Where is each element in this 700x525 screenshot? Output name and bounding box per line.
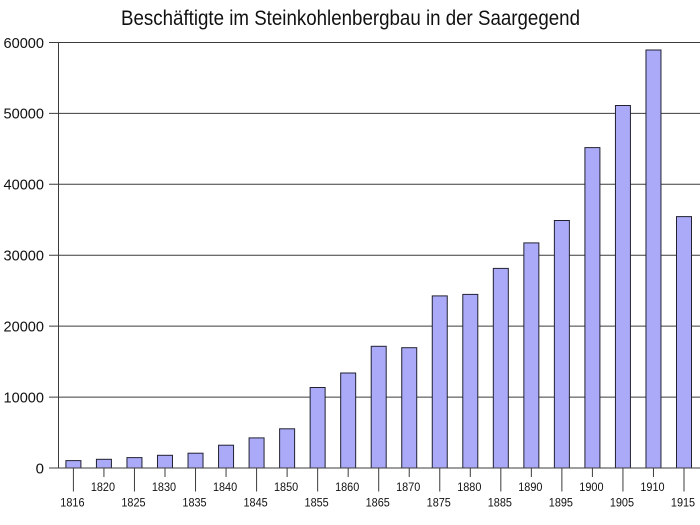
svg-text:1860: 1860	[335, 482, 359, 494]
svg-text:Beschäftigte im Steinkohlenber: Beschäftigte im Steinkohlenbergbau in de…	[121, 6, 580, 30]
svg-text:1870: 1870	[396, 482, 420, 494]
svg-text:1825: 1825	[121, 497, 145, 509]
svg-text:1875: 1875	[427, 497, 451, 509]
svg-text:1910: 1910	[640, 482, 664, 494]
svg-text:1880: 1880	[457, 482, 481, 494]
svg-text:1816: 1816	[60, 497, 84, 509]
svg-text:30000: 30000	[4, 248, 45, 265]
svg-text:40000: 40000	[4, 177, 45, 194]
svg-text:0: 0	[36, 460, 44, 477]
svg-text:1840: 1840	[213, 482, 237, 494]
svg-text:50000: 50000	[4, 106, 45, 123]
svg-text:1890: 1890	[518, 482, 542, 494]
svg-text:1865: 1865	[366, 497, 390, 509]
svg-text:1845: 1845	[243, 497, 267, 509]
svg-text:1900: 1900	[579, 482, 603, 494]
svg-text:1830: 1830	[152, 482, 176, 494]
svg-text:1885: 1885	[488, 497, 512, 509]
svg-text:1850: 1850	[274, 482, 298, 494]
svg-text:1905: 1905	[610, 497, 634, 509]
svg-text:60000: 60000	[4, 35, 45, 52]
svg-text:1915: 1915	[671, 497, 695, 509]
svg-text:1855: 1855	[305, 497, 329, 509]
svg-text:20000: 20000	[4, 318, 45, 335]
svg-text:1820: 1820	[91, 482, 115, 494]
svg-text:1895: 1895	[549, 497, 573, 509]
svg-text:1835: 1835	[182, 497, 206, 509]
svg-text:10000: 10000	[4, 389, 45, 406]
